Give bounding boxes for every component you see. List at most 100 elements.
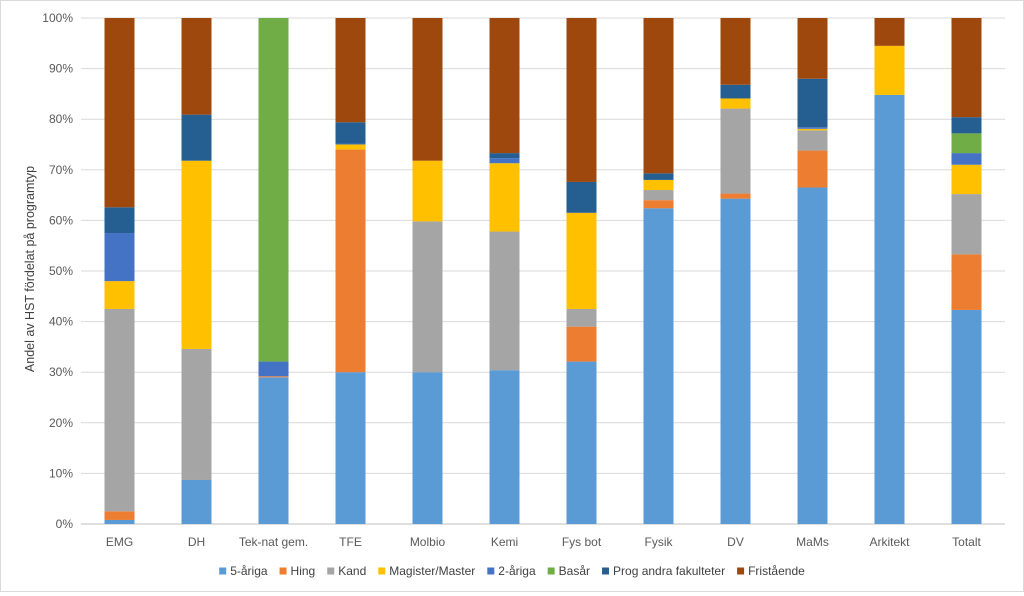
bar-segment	[797, 127, 828, 129]
bar-segment	[412, 160, 443, 222]
y-tick-label: 60%	[49, 213, 73, 227]
bar-segment	[489, 231, 520, 371]
bar-segment	[335, 143, 366, 145]
y-tick-label: 0%	[56, 517, 74, 531]
bar-segment	[489, 163, 520, 232]
bar-segment	[797, 150, 828, 188]
legend-label: Basår	[559, 564, 590, 578]
y-axis-label: Andel av HST fördelat på programtyp	[23, 166, 37, 372]
legend-swatch	[279, 567, 287, 575]
legend-label: 5-åriga	[230, 564, 268, 578]
legend-item: 2-åriga	[487, 564, 536, 578]
bar-segment	[643, 18, 674, 174]
y-tick-label: 80%	[49, 112, 73, 126]
legend-item: Fristående	[737, 564, 805, 578]
bar-segment	[104, 233, 135, 282]
bar-segment	[720, 108, 751, 194]
bar-segment	[181, 160, 212, 349]
legend-label: 2-åriga	[498, 564, 536, 578]
bar-segment	[566, 18, 597, 182]
bar-segment	[335, 149, 366, 373]
bar-segment	[335, 372, 366, 524]
bar-segment	[797, 130, 828, 151]
bar-segment	[412, 221, 443, 373]
bar-segment	[643, 200, 674, 209]
bar-segment	[104, 308, 135, 512]
bar-segment	[258, 18, 289, 362]
x-tick-label: MaMs	[796, 535, 829, 549]
x-tick-label: Totalt	[952, 535, 981, 549]
bar-segment	[181, 479, 212, 524]
bar-segment	[104, 18, 135, 208]
bar-segment	[643, 208, 674, 525]
bar-segment	[874, 18, 905, 46]
bar-segment	[181, 18, 212, 115]
legend-label: Hing	[291, 564, 316, 578]
bar-segment	[412, 372, 443, 524]
legend-label: Kand	[338, 564, 366, 578]
bar-segment	[335, 144, 366, 150]
y-tick-label: 90%	[49, 62, 73, 76]
bar-segment	[566, 308, 597, 327]
legend-item: Prog andra fakulteter	[602, 564, 725, 578]
bar-segment	[258, 361, 289, 377]
legend-swatch	[327, 567, 335, 575]
legend-item: Hing	[279, 564, 316, 578]
bar-segment	[951, 18, 982, 118]
bar-segment	[104, 519, 135, 524]
bar-segment	[489, 158, 520, 164]
bar-segment	[720, 198, 751, 524]
bar-segment	[104, 207, 135, 234]
y-tick-label: 100%	[42, 11, 73, 25]
bar-segment	[489, 153, 520, 159]
bar-segment	[181, 114, 212, 161]
bar-segment	[643, 179, 674, 191]
bar-segment	[566, 181, 597, 213]
bar-segment	[874, 45, 905, 95]
bar-segment	[489, 370, 520, 524]
y-tick-label: 70%	[49, 163, 73, 177]
bar-segment	[566, 361, 597, 524]
legend-swatch	[737, 567, 745, 575]
bar-segment	[258, 377, 289, 524]
bar-segment	[720, 193, 751, 199]
bars	[104, 18, 982, 525]
bar-segment	[412, 18, 443, 161]
bar-segment	[951, 309, 982, 524]
bar-segment	[566, 212, 597, 309]
bar-segment	[951, 153, 982, 165]
bar-segment	[258, 376, 289, 378]
x-tick-label: EMG	[106, 535, 133, 549]
legend-swatch	[487, 567, 495, 575]
bar-segment	[797, 78, 828, 128]
bar-segment	[951, 254, 982, 310]
x-axis-ticks: EMG DH Tek-nat gem. TFE Molbio Kemi Fys bot Fys…	[106, 535, 982, 549]
bar-segment	[797, 18, 828, 79]
bar-segment	[951, 133, 982, 154]
bar-segment	[335, 18, 366, 123]
bar-segment	[874, 94, 905, 525]
legend: 5-åriga Hing Kand Magister/Master 2-åriga Bas…	[219, 564, 805, 578]
bar-segment	[104, 511, 135, 520]
y-tick-label: 20%	[49, 416, 73, 430]
bar-segment	[797, 128, 828, 131]
y-axis-ticks: 0% 10% 20% 30% 40% 50% 60% 70% 80% 90% 100%	[42, 11, 73, 531]
legend-swatch	[547, 567, 555, 575]
bar-segment	[566, 326, 597, 362]
legend-swatch	[602, 567, 610, 575]
bar-segment	[489, 18, 520, 154]
x-tick-label: Tek-nat gem.	[239, 535, 308, 549]
bar-segment	[720, 98, 751, 109]
x-tick-label: DH	[188, 535, 205, 549]
bar-segment	[951, 194, 982, 255]
x-tick-label: Fys bot	[562, 535, 602, 549]
bar-segment	[720, 18, 751, 85]
bar-segment	[720, 84, 751, 99]
legend-item: 5-åriga	[219, 564, 268, 578]
bar-segment	[951, 117, 982, 134]
x-tick-label: TFE	[339, 535, 362, 549]
bar-segment	[797, 187, 828, 524]
y-tick-label: 40%	[49, 315, 73, 329]
